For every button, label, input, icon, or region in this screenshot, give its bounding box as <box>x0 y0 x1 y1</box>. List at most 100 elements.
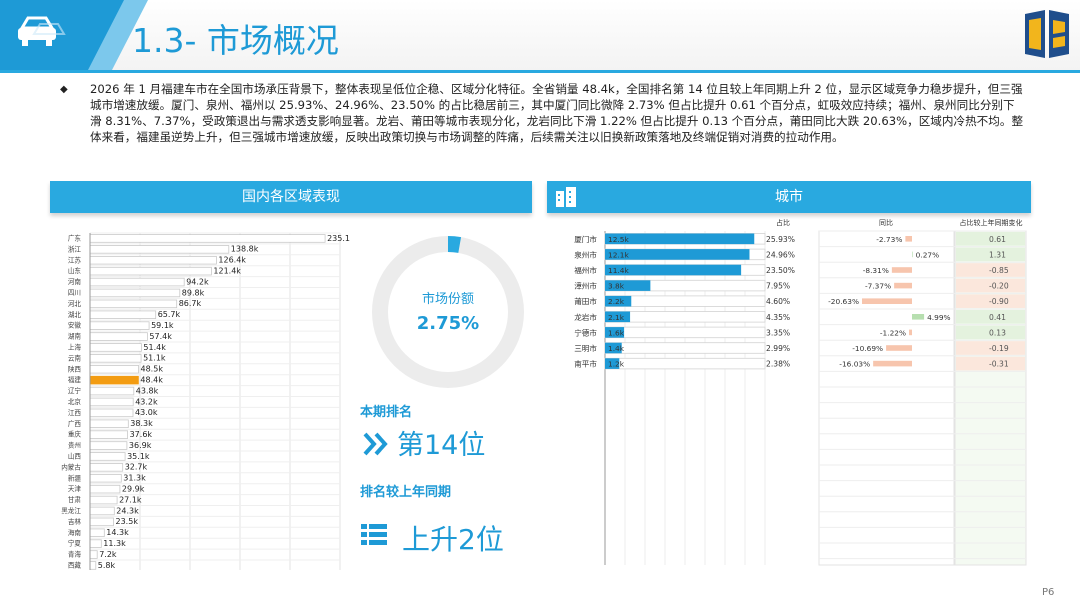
region-bar <box>89 441 128 450</box>
region-value-label: 51.1k <box>143 354 166 363</box>
city-label: 龙岩市 <box>574 312 597 322</box>
region-label: 重庆 <box>68 430 82 439</box>
region-bar <box>89 245 230 254</box>
region-label: 贵州 <box>68 441 81 450</box>
city-share-label: 25.93% <box>766 235 795 244</box>
region-value-label: 5.8k <box>98 561 116 570</box>
city-yoy-bar <box>909 329 912 336</box>
region-value-label: 89.8k <box>182 288 205 297</box>
city-yoy-label: -1.22% <box>880 328 906 337</box>
region-label: 辽宁 <box>68 386 82 395</box>
city-share-change-label: -0.20 <box>989 282 1009 291</box>
region-value-label: 43.0k <box>135 408 158 417</box>
page-title: 1.3- 市场概况 <box>132 21 339 60</box>
city-yoy-label: -7.37% <box>865 282 891 291</box>
region-label: 吉林 <box>68 517 82 526</box>
city-share-change-cell <box>956 278 1025 293</box>
region-value-label: 126.4k <box>218 256 246 265</box>
city-yoy-label: -2.73% <box>876 235 902 244</box>
region-value-label: 235.1k <box>327 234 350 243</box>
list-icon <box>361 524 387 545</box>
city-share-change-cell <box>956 356 1025 371</box>
region-bar <box>89 539 102 548</box>
region-label: 海南 <box>68 528 82 537</box>
region-label: 广东 <box>68 234 82 243</box>
city-share-change-cell <box>956 341 1025 355</box>
bullet-icon: ◆ <box>60 84 68 95</box>
market-share-label: 市场份额 <box>421 292 474 307</box>
city-share-label: 4.60% <box>766 297 790 306</box>
region-label: 黑龙江 <box>61 506 81 515</box>
region-label: 青海 <box>68 550 82 559</box>
region-panel-title: 国内各区域表现 <box>50 181 532 213</box>
city-share-change-cell <box>956 294 1025 308</box>
city-volume-label: 2.1k <box>608 313 625 322</box>
building-icon <box>556 187 576 207</box>
region-label: 内蒙古 <box>61 462 81 471</box>
company-logo <box>1025 10 1069 58</box>
region-value-label: 121.4k <box>213 267 241 276</box>
region-label: 宁夏 <box>68 539 82 548</box>
region-label: 河南 <box>68 277 82 286</box>
region-value-label: 27.1k <box>119 495 142 504</box>
city-share-change-label: -0.31 <box>989 360 1009 369</box>
region-bar <box>89 452 126 461</box>
region-label: 山东 <box>68 266 82 275</box>
city-label: 莆田市 <box>574 296 597 306</box>
region-bar <box>89 550 98 559</box>
market-share-value: 2.75% <box>416 313 480 334</box>
summary-paragraph: 2026 年 1 月福建车市在全国市场承压背景下，整体表现呈低位企稳、区域分化特… <box>90 82 1024 144</box>
region-label: 安徽 <box>68 321 82 330</box>
city-share-change-label: 0.13 <box>989 328 1006 337</box>
region-value-label: 32.7k <box>125 463 148 472</box>
city-share-label: 3.35% <box>766 328 790 337</box>
region-value-label: 23.5k <box>116 517 139 526</box>
region-label: 陕西 <box>68 364 82 373</box>
city-yoy-bar <box>912 251 913 258</box>
region-value-label: 51.4k <box>143 343 166 352</box>
region-label: 湖南 <box>68 332 82 341</box>
region-bar <box>89 288 181 298</box>
car-icon <box>18 16 66 46</box>
header-bar <box>0 0 1080 73</box>
region-label: 新疆 <box>68 473 82 482</box>
region-bar <box>89 343 142 352</box>
region-bar <box>89 397 134 407</box>
region-value-label: 48.5k <box>141 365 164 374</box>
city-volume-label: 11.4k <box>608 266 629 275</box>
city-yoy-bar <box>912 314 925 320</box>
city-yoy-bar <box>873 360 912 367</box>
region-label: 甘肃 <box>68 495 82 504</box>
city-volume-bar <box>605 295 632 307</box>
ranking-label: 本期排名 <box>360 405 413 420</box>
city-share-label: 24.96% <box>766 250 795 259</box>
region-value-label: 7.2k <box>99 550 117 559</box>
region-value-label: 65.7k <box>158 310 181 319</box>
region-value-label: 24.3k <box>116 506 139 515</box>
market-share-donut <box>372 236 524 388</box>
region-label: 河北 <box>68 300 82 308</box>
region-value-label: 86.7k <box>179 299 202 308</box>
city-label: 三明市 <box>574 343 597 353</box>
city-volume-bar <box>605 342 622 354</box>
city-yoy-bar <box>862 298 912 304</box>
region-value-label: 94.2k <box>186 277 209 286</box>
region-value-label: 43.2k <box>135 397 158 406</box>
city-yoy-bar <box>894 282 912 289</box>
region-sales-bar-chart: 广东 235.1k 浙江 138.8k 江苏 126.4k 山东 121.4k 河南 94.2k 四… <box>61 232 350 570</box>
region-bar <box>89 364 139 374</box>
city-volume-label: 12.1k <box>608 250 629 259</box>
city-volume-label: 12.5k <box>608 235 629 244</box>
column-header: 同比 <box>879 218 893 227</box>
city-share-label: 2.99% <box>766 344 790 353</box>
double-chevron-right-icon <box>363 432 388 456</box>
city-volume-label: 1.6k <box>608 328 625 337</box>
city-label: 厦门市 <box>574 234 597 244</box>
region-label: 四川 <box>68 289 81 297</box>
donut-track <box>372 236 524 388</box>
city-yoy-bar <box>905 236 912 242</box>
city-label: 宁德市 <box>574 327 597 337</box>
city-yoy-bar <box>886 345 912 351</box>
region-value-label: 37.6k <box>130 430 153 439</box>
region-value-label: 38.3k <box>130 419 153 428</box>
